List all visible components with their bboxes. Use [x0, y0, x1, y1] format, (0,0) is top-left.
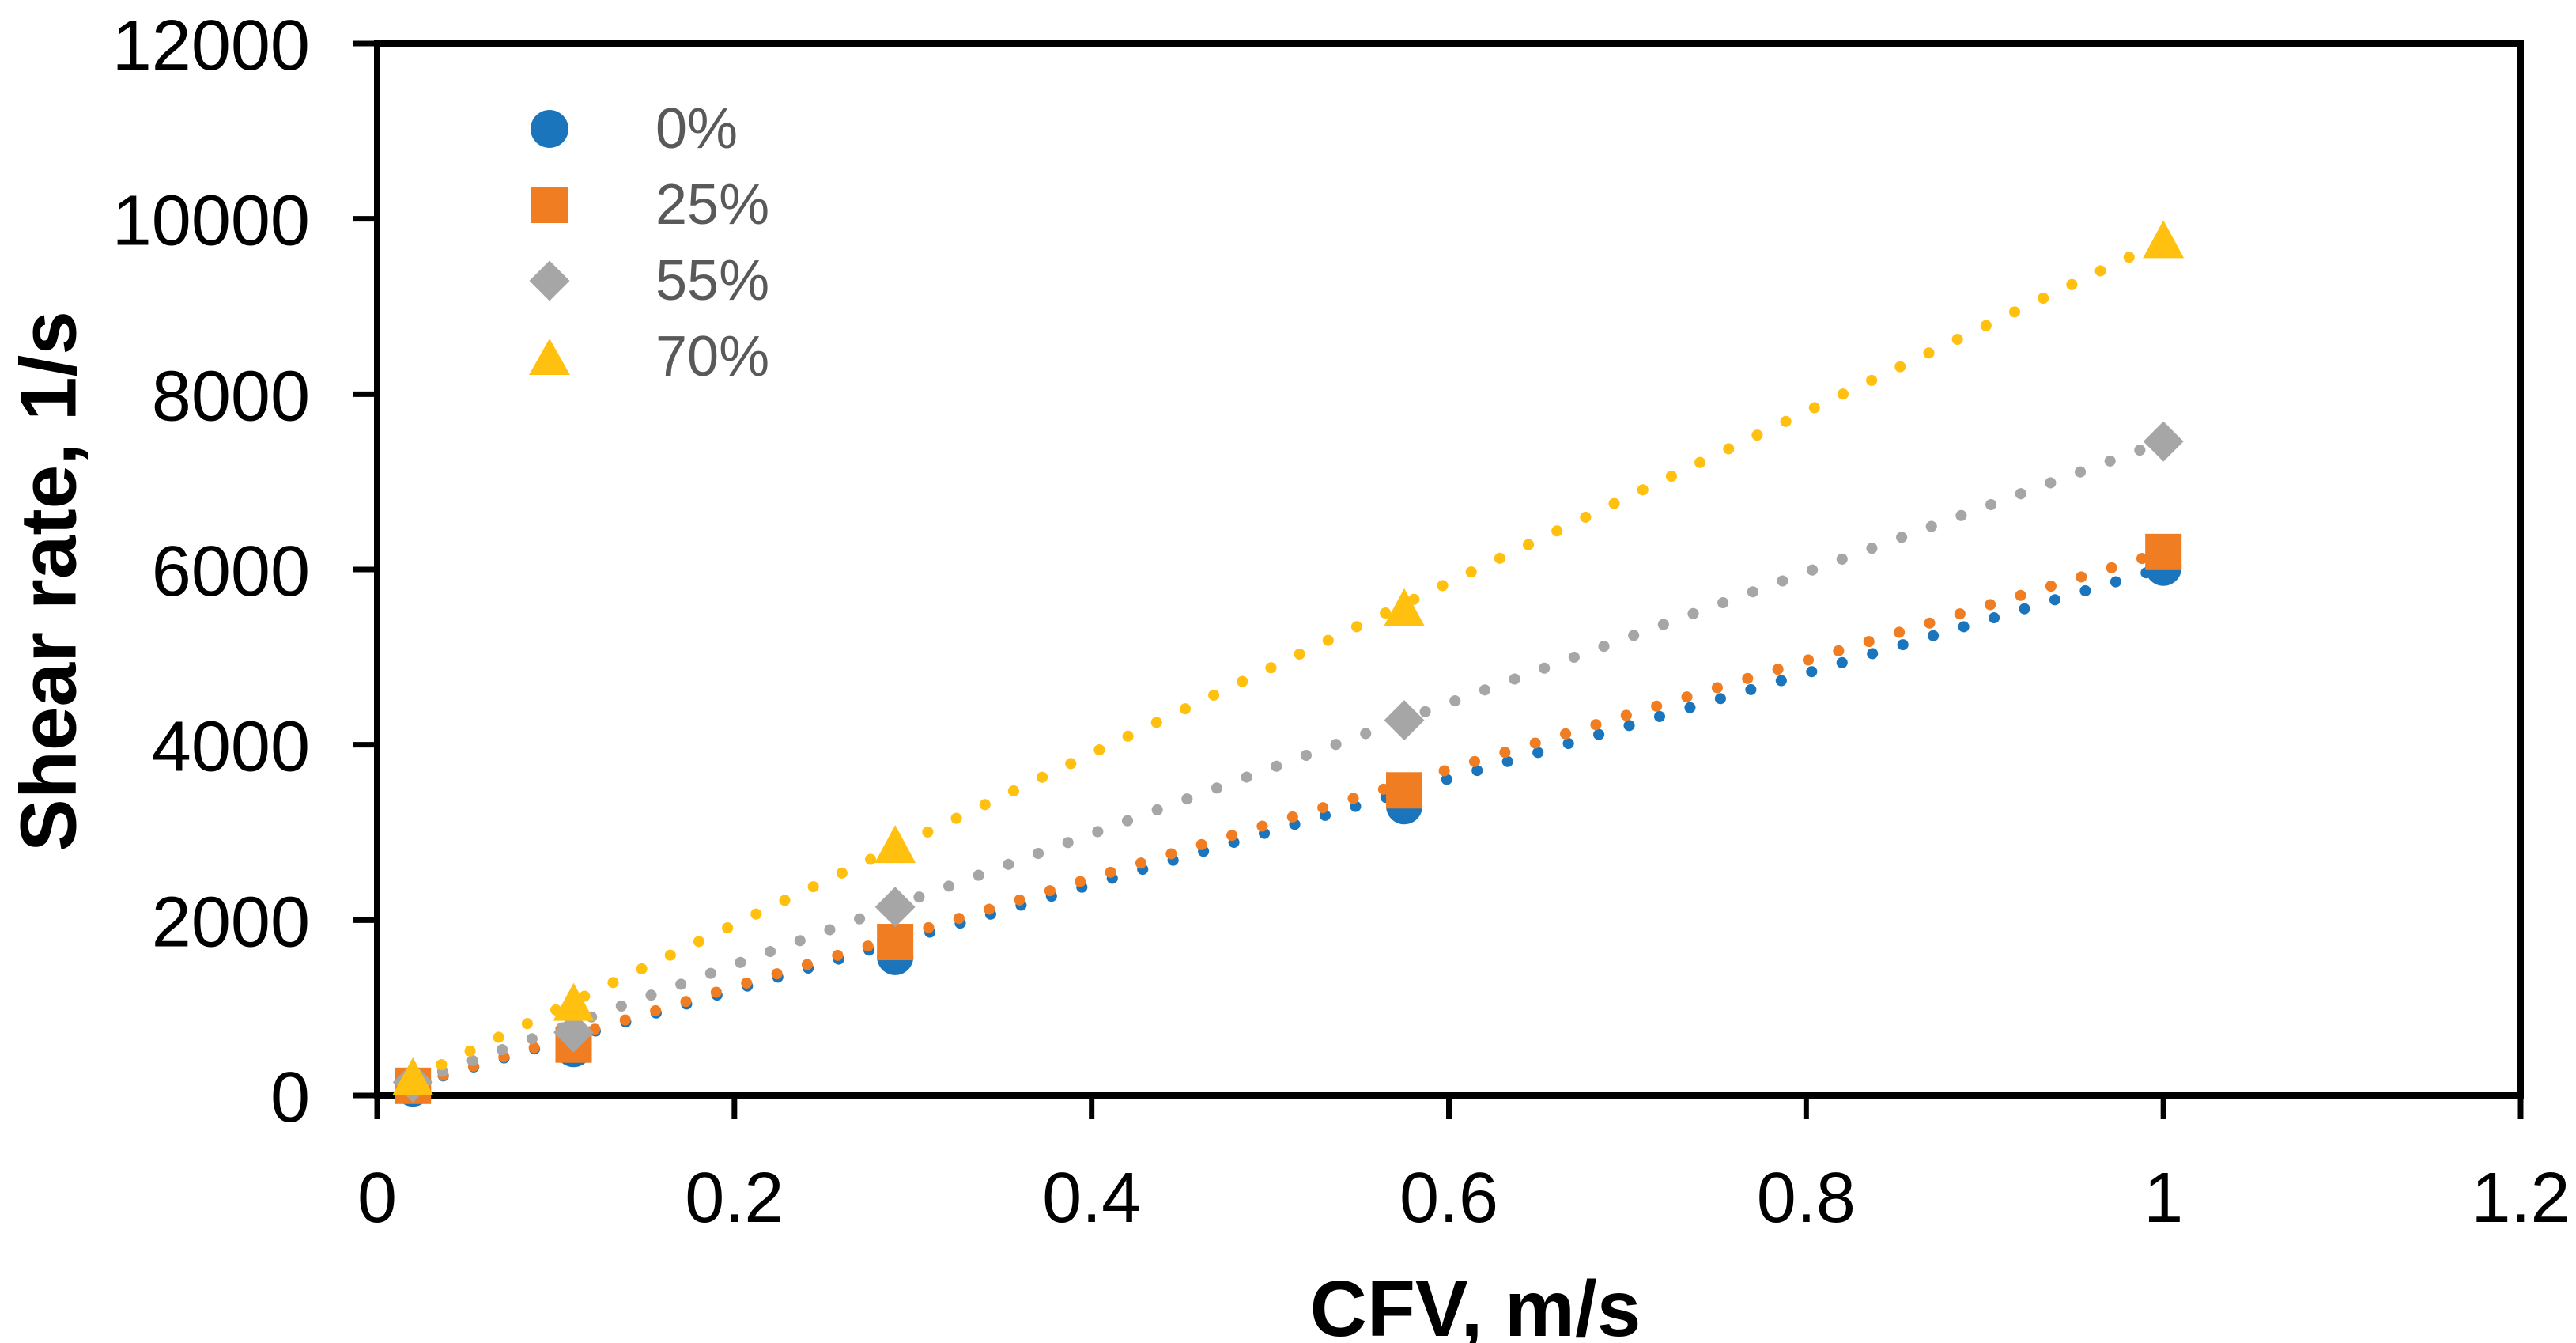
legend-marker-triangle-icon — [529, 339, 570, 375]
y-axis-tick-label: 10000 — [112, 182, 310, 261]
marker-70% — [2143, 220, 2185, 259]
marker-70% — [392, 1057, 434, 1095]
x-axis-title: CFV, m/s — [1309, 1265, 1641, 1343]
y-axis-tick-label: 2000 — [152, 883, 310, 962]
marker-25% — [2145, 533, 2182, 570]
marker-55% — [2143, 421, 2184, 462]
marker-55% — [1384, 700, 1425, 741]
legend-label: 55% — [655, 249, 770, 312]
y-axis-title: Shear rate, 1/s — [4, 311, 93, 852]
y-axis-tick-label: 12000 — [112, 6, 310, 85]
x-axis-tick-label: 0 — [357, 1159, 397, 1238]
trendline-0% — [407, 562, 2170, 1091]
legend-label: 0% — [655, 97, 738, 161]
marker-70% — [1384, 588, 1426, 626]
legend-marker-diamond-icon — [529, 260, 570, 301]
legend-item-70pct: 70% — [529, 319, 769, 395]
x-axis-tick-label: 0.6 — [1399, 1159, 1498, 1238]
legend: 0% 25% 55% 70% — [529, 91, 769, 395]
marker-55% — [553, 1012, 594, 1053]
x-axis-tick-label: 0.8 — [1757, 1159, 1856, 1238]
x-axis-tick-label: 1 — [2144, 1159, 2183, 1238]
legend-label: 70% — [655, 325, 770, 388]
y-axis-tick-label: 4000 — [152, 708, 310, 787]
legend-marker-square-icon — [531, 187, 568, 223]
trendline-70% — [407, 235, 2170, 1084]
legend-label: 25% — [655, 173, 770, 236]
y-axis-tick-label: 0 — [270, 1058, 310, 1137]
legend-item-55pct: 55% — [529, 243, 769, 319]
y-axis-tick-label: 6000 — [152, 532, 310, 611]
x-axis-tick-label: 0.4 — [1042, 1159, 1141, 1238]
trendline-25% — [407, 546, 2170, 1091]
legend-marker-circle-icon — [531, 110, 568, 148]
marker-70% — [874, 825, 916, 864]
legend-item-25pct: 25% — [529, 167, 769, 243]
x-axis-tick-label: 0.2 — [685, 1159, 784, 1238]
marker-25% — [877, 924, 914, 961]
marker-70% — [553, 982, 595, 1021]
legend-item-0pct: 0% — [529, 91, 769, 167]
marker-25% — [1386, 772, 1423, 809]
trendline-55% — [407, 436, 2170, 1088]
y-axis-tick-label: 8000 — [152, 357, 310, 436]
x-axis-tick-label: 1.2 — [2471, 1159, 2570, 1238]
marker-55% — [874, 887, 916, 928]
